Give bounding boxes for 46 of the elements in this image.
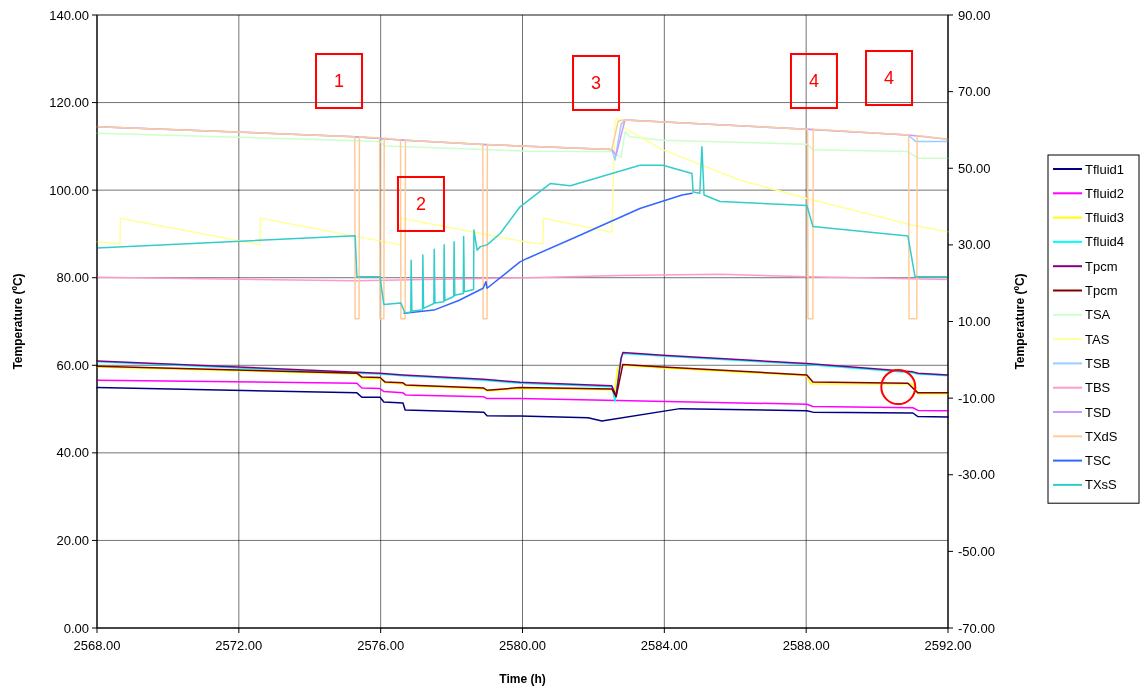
annotation: 4 bbox=[884, 68, 895, 89]
y-tick-label: 100.00 bbox=[49, 182, 89, 198]
legend-label: TXsS bbox=[1085, 477, 1118, 493]
y2-tick-label: 30.00 bbox=[958, 237, 991, 253]
legend-label: Tpcm bbox=[1085, 258, 1118, 274]
y-tick-label: 120.00 bbox=[49, 95, 89, 111]
y-tick-label: 20.00 bbox=[56, 532, 89, 548]
y-tick-label: 60.00 bbox=[56, 357, 89, 373]
legend-label: TSA bbox=[1085, 307, 1111, 323]
x-tick-label: 2584.00 bbox=[640, 638, 688, 653]
y-tick-label: 140.00 bbox=[49, 7, 89, 23]
x-tick-label: 2592.00 bbox=[924, 638, 972, 653]
annotation: 4 bbox=[808, 71, 819, 92]
legend-label: TSC bbox=[1085, 453, 1111, 469]
legend-label: Tpcm bbox=[1085, 283, 1118, 299]
y2-tick-label: 90.00 bbox=[958, 7, 991, 23]
annotation: 2 bbox=[415, 194, 426, 215]
annotation: 3 bbox=[591, 73, 602, 94]
y-tick-label: 0.00 bbox=[63, 620, 89, 636]
y2-tick-label: 10.00 bbox=[958, 314, 991, 330]
x-tick-label: 2572.00 bbox=[215, 638, 263, 653]
legend-label: TSD bbox=[1085, 404, 1111, 420]
x-axis-title: Time (h) bbox=[499, 672, 546, 686]
y2-tick-label: -30.00 bbox=[958, 467, 995, 483]
legend-label: TAS bbox=[1085, 331, 1110, 347]
x-tick-label: 2568.00 bbox=[73, 638, 121, 653]
legend-label: Tfluid4 bbox=[1085, 234, 1125, 250]
annotation: 1 bbox=[334, 71, 345, 92]
legend-label: TBS bbox=[1085, 380, 1111, 396]
x-tick-label: 2576.00 bbox=[357, 638, 405, 653]
x-tick-label: 2588.00 bbox=[782, 638, 830, 653]
y2-tick-label: 50.00 bbox=[958, 160, 991, 176]
y2-tick-label: 70.00 bbox=[958, 84, 991, 100]
y2-axis-title: Temperature (ºC) bbox=[1013, 273, 1027, 370]
y-tick-label: 80.00 bbox=[56, 270, 89, 286]
legend-label: Tfluid1 bbox=[1085, 161, 1125, 177]
y-axis-title: Temperature (ºC) bbox=[11, 273, 25, 370]
legend-label: Tfluid3 bbox=[1085, 210, 1125, 226]
y2-tick-label: -50.00 bbox=[958, 543, 995, 559]
y2-tick-label: -70.00 bbox=[958, 620, 995, 636]
legend-label: Tfluid2 bbox=[1085, 185, 1125, 201]
x-tick-label: 2580.00 bbox=[499, 638, 546, 653]
legend-label: TXdS bbox=[1085, 428, 1118, 444]
y-tick-label: 40.00 bbox=[56, 445, 89, 461]
legend-label: TSB bbox=[1085, 355, 1111, 371]
y2-tick-label: -10.00 bbox=[958, 390, 995, 406]
